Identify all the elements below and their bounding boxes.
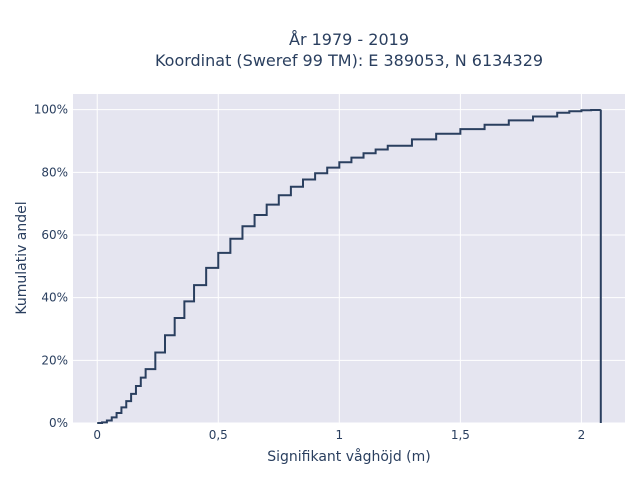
plot-area xyxy=(73,94,625,423)
series-group xyxy=(97,108,602,424)
chart-title-line1: År 1979 - 2019 xyxy=(289,30,409,49)
x-tick-label-3: 1,5 xyxy=(451,428,470,442)
y-axis-title: Kumulativ andel xyxy=(14,201,30,314)
x-tick-label-1: 0,5 xyxy=(209,428,228,442)
x-axis-title: Signifikant våghöjd (m) xyxy=(267,448,430,465)
cdf-series-line-0 xyxy=(97,108,602,424)
grid-lines xyxy=(73,94,625,424)
y-tick-label-2: 40% xyxy=(41,291,68,305)
y-tick-label-1: 20% xyxy=(41,353,68,367)
y-tick-label-3: 60% xyxy=(41,228,68,242)
y-tick-label-4: 80% xyxy=(41,165,68,179)
x-tick-label-4: 2 xyxy=(578,428,586,442)
y-tick-labels: 0% 20% 40% 60% 80% 100% xyxy=(34,103,68,430)
x-tick-labels: 0 0,5 1 1,5 2 xyxy=(93,428,585,442)
chart-title-line2: Koordinat (Sweref 99 TM): E 389053, N 61… xyxy=(155,51,543,70)
x-tick-label-0: 0 xyxy=(93,428,101,442)
y-tick-label-0: 0% xyxy=(49,416,68,430)
y-tick-label-5: 100% xyxy=(34,103,68,117)
x-tick-label-2: 1 xyxy=(335,428,343,442)
